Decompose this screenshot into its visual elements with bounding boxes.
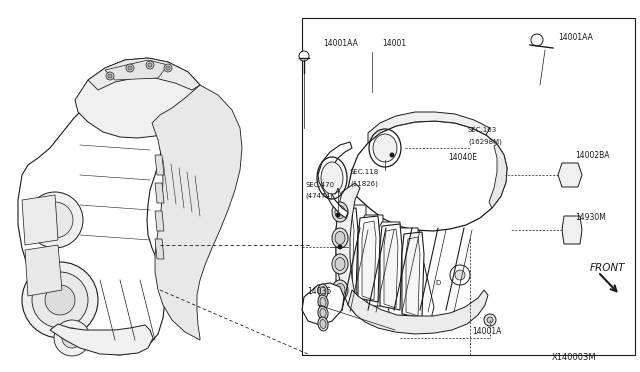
Circle shape	[337, 244, 342, 250]
Circle shape	[531, 34, 543, 46]
Circle shape	[164, 64, 172, 72]
Circle shape	[62, 328, 82, 348]
Polygon shape	[348, 121, 507, 231]
Circle shape	[22, 262, 98, 338]
Circle shape	[27, 192, 83, 248]
Polygon shape	[336, 183, 360, 315]
Text: 14001: 14001	[382, 39, 406, 48]
Circle shape	[108, 74, 112, 78]
Ellipse shape	[332, 280, 348, 300]
Ellipse shape	[335, 205, 345, 218]
Ellipse shape	[318, 284, 328, 298]
Ellipse shape	[332, 202, 348, 222]
Ellipse shape	[318, 295, 328, 309]
Ellipse shape	[321, 162, 343, 194]
Circle shape	[54, 320, 90, 356]
Text: 14035: 14035	[307, 288, 332, 296]
Circle shape	[487, 317, 493, 323]
Circle shape	[32, 272, 88, 328]
Text: 14930M: 14930M	[575, 214, 606, 222]
Ellipse shape	[318, 306, 328, 320]
Ellipse shape	[320, 320, 326, 328]
Polygon shape	[152, 85, 242, 340]
Text: SEC.470: SEC.470	[305, 182, 334, 188]
Polygon shape	[318, 142, 352, 218]
Text: 14002BA: 14002BA	[575, 151, 609, 160]
Circle shape	[390, 153, 394, 157]
Polygon shape	[392, 228, 434, 323]
Polygon shape	[50, 324, 153, 355]
Ellipse shape	[320, 286, 326, 295]
Polygon shape	[489, 144, 507, 208]
Text: 14001AA: 14001AA	[323, 39, 358, 48]
Ellipse shape	[332, 254, 348, 274]
Polygon shape	[374, 222, 412, 316]
Bar	[302, 18, 635, 355]
Polygon shape	[75, 58, 205, 138]
Polygon shape	[358, 216, 380, 302]
Ellipse shape	[335, 283, 345, 296]
Polygon shape	[88, 58, 200, 90]
Circle shape	[146, 61, 154, 69]
Polygon shape	[368, 112, 490, 143]
Polygon shape	[155, 183, 164, 203]
Ellipse shape	[335, 231, 345, 244]
Circle shape	[455, 270, 465, 280]
Polygon shape	[25, 245, 62, 296]
Circle shape	[126, 64, 134, 72]
Circle shape	[299, 51, 309, 61]
Text: (47474): (47474)	[305, 193, 333, 199]
Polygon shape	[18, 93, 165, 355]
Circle shape	[128, 66, 132, 70]
Text: 14040E: 14040E	[448, 154, 477, 163]
Polygon shape	[155, 239, 164, 259]
Circle shape	[45, 285, 75, 315]
Polygon shape	[406, 237, 420, 316]
Ellipse shape	[320, 298, 326, 307]
Polygon shape	[348, 290, 488, 334]
Text: X140003M: X140003M	[552, 353, 596, 362]
Polygon shape	[105, 60, 168, 80]
Text: 14001A: 14001A	[472, 327, 501, 337]
Polygon shape	[155, 155, 164, 175]
Circle shape	[450, 265, 470, 285]
Text: FRONT: FRONT	[590, 263, 625, 273]
Ellipse shape	[373, 134, 397, 162]
Polygon shape	[558, 163, 582, 187]
Text: (11826): (11826)	[350, 181, 378, 187]
Polygon shape	[336, 208, 358, 294]
Circle shape	[148, 63, 152, 67]
Circle shape	[166, 66, 170, 70]
Ellipse shape	[335, 257, 345, 270]
Ellipse shape	[332, 228, 348, 248]
Text: 14001AA: 14001AA	[558, 33, 593, 42]
Ellipse shape	[320, 308, 326, 317]
Polygon shape	[380, 224, 402, 310]
Circle shape	[335, 212, 340, 218]
Polygon shape	[340, 213, 354, 292]
Polygon shape	[384, 229, 398, 308]
Polygon shape	[402, 232, 424, 318]
Text: D: D	[435, 280, 440, 286]
Text: SEC.118: SEC.118	[350, 169, 380, 175]
Ellipse shape	[318, 317, 328, 331]
Polygon shape	[302, 283, 344, 325]
Text: (16298M): (16298M)	[468, 139, 502, 145]
Polygon shape	[562, 216, 582, 244]
Polygon shape	[357, 215, 390, 306]
Polygon shape	[340, 205, 370, 293]
Circle shape	[484, 314, 496, 326]
Circle shape	[106, 72, 114, 80]
Polygon shape	[362, 221, 376, 300]
Polygon shape	[155, 211, 164, 231]
Text: SEC.163: SEC.163	[468, 127, 497, 133]
Circle shape	[37, 202, 73, 238]
Polygon shape	[22, 195, 58, 245]
